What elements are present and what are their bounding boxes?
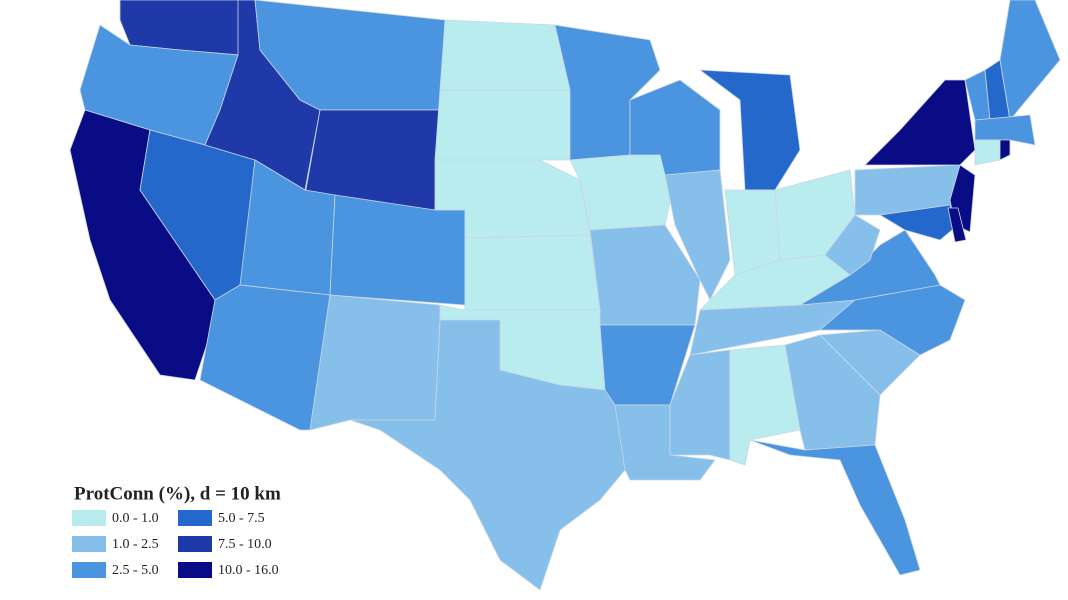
legend-label: 7.5 - 10.0 <box>218 537 272 552</box>
state <box>974 139 1001 166</box>
state <box>824 214 881 276</box>
state <box>464 234 601 311</box>
state <box>974 114 1036 146</box>
state <box>329 194 466 306</box>
legend-label: 0.0 - 1.0 <box>112 511 159 526</box>
state <box>879 204 959 241</box>
legend: 0.0 - 1.0 1.0 - 2.5 2.5 - 5.0 5.0 - 7.5 7.5 … <box>72 510 279 578</box>
state <box>864 79 976 166</box>
legend-label: 1.0 - 2.5 <box>112 537 159 552</box>
legend-swatch <box>72 562 106 578</box>
state <box>999 0 1061 121</box>
state <box>199 284 331 431</box>
legend-swatch <box>178 510 212 526</box>
states <box>69 0 1061 591</box>
legend-label: 10.0 - 16.0 <box>218 563 279 578</box>
legend-label: 5.0 - 7.5 <box>218 511 265 526</box>
state <box>349 319 626 591</box>
state <box>749 439 921 576</box>
legend-swatch <box>178 562 212 578</box>
legend-title: ProtConn (%), d = 10 km <box>74 483 281 504</box>
state <box>309 294 441 431</box>
state <box>999 139 1011 161</box>
state <box>947 207 967 243</box>
state <box>439 19 571 91</box>
legend-swatch <box>72 536 106 552</box>
state <box>724 189 781 276</box>
state <box>434 89 571 161</box>
legend-label: 2.5 - 5.0 <box>112 563 159 578</box>
legend-swatch <box>178 536 212 552</box>
legend-swatch <box>72 510 106 526</box>
